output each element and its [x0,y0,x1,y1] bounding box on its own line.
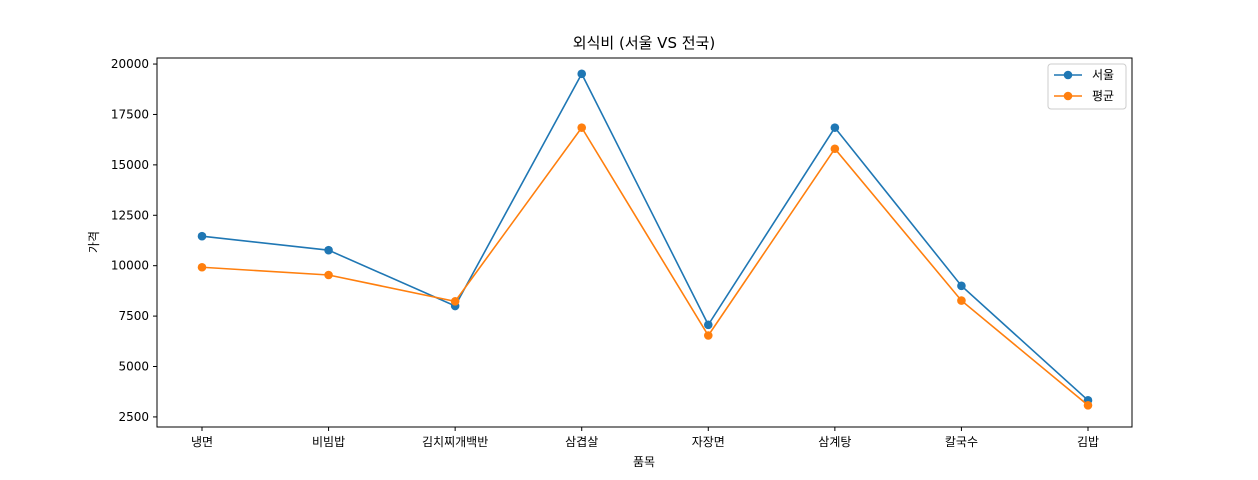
x-tick-label: 김밥 [1077,435,1099,449]
x-tick-label: 냉면 [191,435,213,449]
x-axis: 냉면 비빔밥 김치찌개백반 삼겹살 자장면 삼계탕 칼국수 김밥 [191,427,1099,449]
data-point [577,69,587,79]
y-tick-label: 17500 [111,107,149,121]
legend-entry: 평균 [1092,89,1114,103]
data-point [577,123,587,132]
data-point [324,270,333,280]
data-point [1083,400,1093,410]
data-point [830,123,840,132]
plot-area [156,57,1133,428]
y-tick-label: 2500 [118,410,149,424]
data-point [197,231,207,241]
legend-box [1047,63,1127,110]
x-axis-label: 품목 [633,455,655,469]
y-tick-label: 20000 [111,57,149,71]
x-tick-label: 자장면 [692,435,725,449]
data-point [957,281,966,291]
y-tick-label: 15000 [111,158,149,172]
y-axis-label: 가격 [87,231,101,253]
data-point [957,296,966,305]
data-point [703,320,713,330]
x-tick-label: 칼국수 [945,435,978,449]
chart-title: 외식비 (서울 VS 전국) [573,34,715,52]
x-tick-label: 김치찌개백반 [422,435,488,449]
legend-marker [1063,70,1073,80]
x-tick-label: 삼겹살 [565,435,598,449]
legend-entry: 서울 [1092,68,1114,82]
data-point [197,262,207,272]
data-point [703,331,713,340]
series-line-0 [201,72,1089,401]
x-tick-label: 삼계탕 [818,435,851,449]
y-tick-label: 7500 [118,309,149,323]
x-tick-label: 비빔밥 [312,435,345,449]
y-tick-label: 10000 [111,259,149,273]
data-point [830,144,840,154]
y-tick-label: 12500 [111,208,149,222]
series-line-1 [201,126,1089,406]
y-axis: 2500 5000 7500 10000 12500 15000 17500 20000 [111,57,157,424]
data-point [324,245,333,255]
y-tick-label: 5000 [118,360,149,374]
legend-marker [1063,91,1073,101]
series-layer [197,69,1093,410]
data-point [450,297,460,306]
